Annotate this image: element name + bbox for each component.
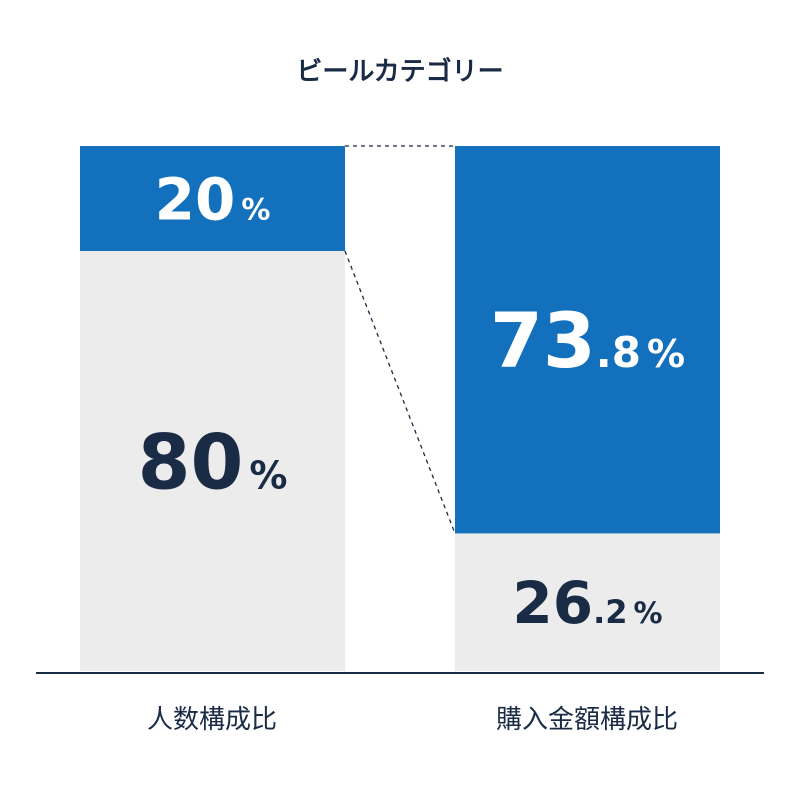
value-label-0-series-1: 80%: [138, 417, 288, 506]
chart-title: ビールカテゴリー: [296, 56, 503, 87]
category-label-0: 人数構成比: [147, 705, 277, 735]
value-label-1-series-1: 26.2%: [512, 569, 662, 637]
bar-1-series-0: [455, 146, 720, 534]
value-label-0-series-0: 20%: [155, 165, 271, 233]
bar-0-series-0: [80, 146, 345, 251]
bar-1-series-1: [455, 533, 720, 671]
connector-bottom: [344, 250, 456, 534]
bars-group: [80, 146, 720, 671]
value-labels-group: 20 % 80 % 73.8 % 26.2%: [138, 165, 685, 637]
connectors-group: [344, 145, 456, 534]
value-label-1-series-0: 73.8%: [490, 296, 685, 385]
bar-0-series-1: [80, 251, 345, 671]
category-label-1: 購入金額構成比: [496, 705, 678, 735]
